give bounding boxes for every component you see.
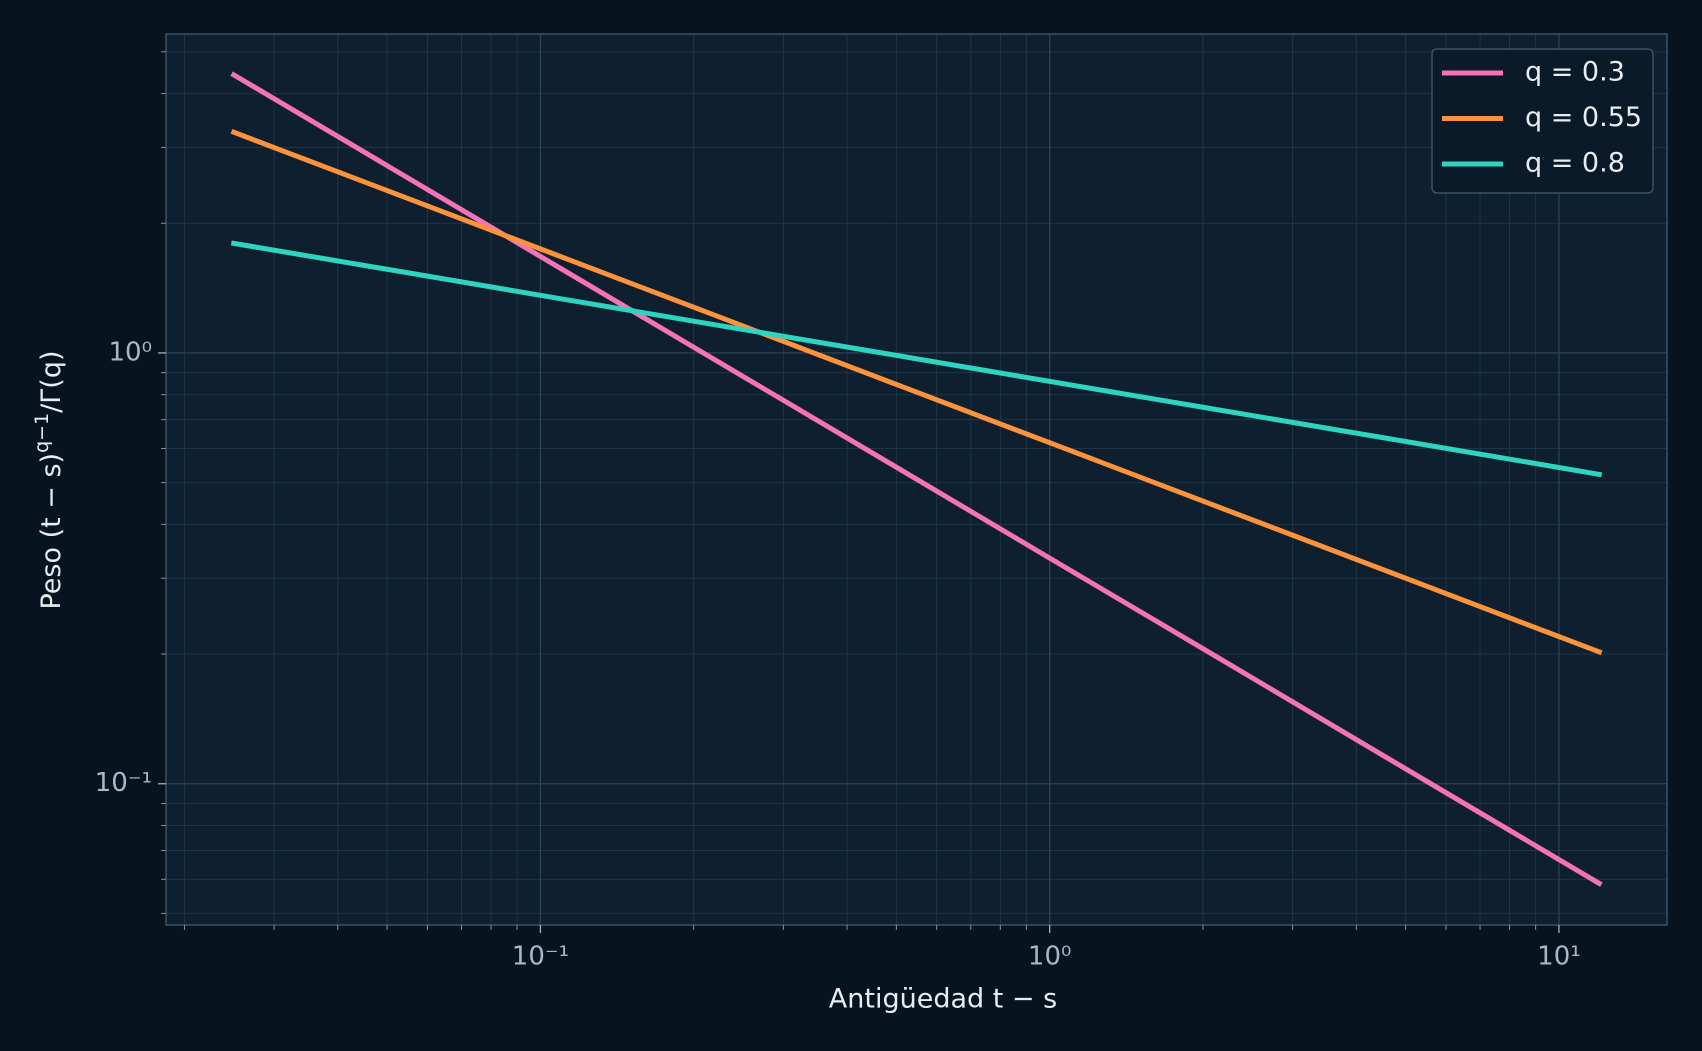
series-line — [230, 71, 1603, 887]
x-tick-label: 10⁰ — [1028, 942, 1072, 972]
y-label-tail: /Γ(q) — [36, 350, 67, 412]
y-label-main: Peso (t − s) — [36, 453, 67, 610]
legend-label: q = 0.8 — [1525, 148, 1625, 179]
series-line — [230, 128, 1603, 656]
legend: q = 0.3 q = 0.55 q = 0.8 — [1431, 48, 1654, 194]
plot-frame — [165, 33, 1668, 926]
x-tick-label: 10⁻¹ — [512, 942, 569, 972]
legend-box — [1431, 48, 1654, 194]
series-line — [230, 240, 1603, 478]
legend-label: q = 0.3 — [1525, 57, 1625, 88]
y-label-sup: q−1 — [31, 413, 53, 453]
legend-label: q = 0.55 — [1525, 102, 1642, 133]
y-tick-label: 10⁻¹ — [95, 768, 152, 798]
y-tick-label: 10⁰ — [108, 337, 152, 367]
x-axis-label: Antigüedad t − s — [829, 984, 1057, 1015]
grid — [166, 34, 1667, 925]
y-axis-label: Peso (t − s)q−1/Γ(q) — [31, 350, 67, 609]
lines — [230, 71, 1603, 887]
x-tick-label: 10¹ — [1537, 942, 1581, 972]
